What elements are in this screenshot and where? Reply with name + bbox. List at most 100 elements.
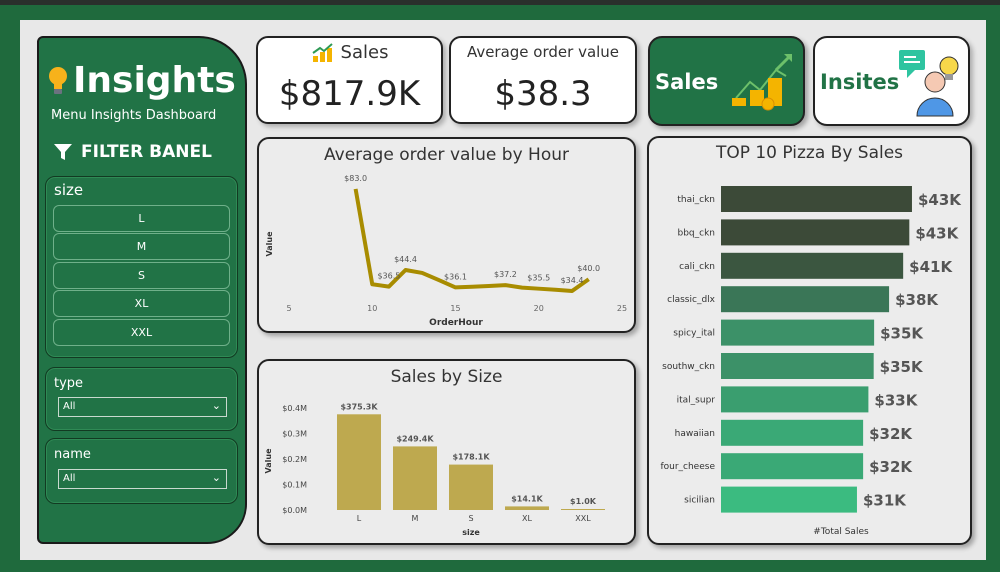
size-filter: size L M S XL XXL bbox=[45, 176, 238, 358]
y-tick-label: $0.1M bbox=[282, 481, 307, 490]
category-label: thai_ckn bbox=[677, 195, 715, 205]
type-filter: type All ⌄ bbox=[45, 367, 238, 431]
x-tick-label: 5 bbox=[286, 304, 291, 313]
data-label: $35K bbox=[880, 325, 924, 343]
size-option-m[interactable]: M bbox=[53, 233, 230, 260]
sales-kpi-label: Sales bbox=[340, 42, 389, 63]
size-option-l[interactable]: L bbox=[53, 205, 230, 232]
aov-kpi-value: $38.3 bbox=[494, 74, 592, 114]
category-label: bbq_ckn bbox=[677, 228, 715, 238]
lightbulb-icon bbox=[49, 66, 67, 94]
x-tick-label: 20 bbox=[534, 304, 544, 313]
bar-s bbox=[449, 464, 493, 510]
insites-page-button-label: Insites bbox=[820, 70, 900, 94]
aov-kpi-label: Average order value bbox=[466, 43, 620, 61]
name-dropdown-value: All bbox=[63, 473, 76, 484]
sales-kpi-value: $817.9K bbox=[278, 74, 421, 114]
bar-spicy_ital bbox=[721, 319, 875, 346]
data-label: $41K bbox=[909, 258, 953, 276]
name-dropdown[interactable]: All ⌄ bbox=[58, 469, 227, 489]
data-label: $83.0 bbox=[344, 174, 367, 183]
data-label: $249.4K bbox=[396, 434, 434, 443]
aov-by-hour-chart: Average order value by Hour Value OrderH… bbox=[257, 137, 636, 333]
aov-by-hour-title: Average order value by Hour bbox=[324, 145, 569, 165]
aov-kpi-card: Average order value $38.3 bbox=[449, 36, 637, 124]
x-axis-label: OrderHour bbox=[429, 318, 483, 328]
sales-page-button[interactable]: Sales bbox=[648, 36, 805, 126]
category-label: spicy_ital bbox=[673, 329, 715, 339]
x-tick-label: L bbox=[357, 514, 362, 523]
bar-sicilian bbox=[721, 486, 857, 513]
name-filter: name All ⌄ bbox=[45, 438, 238, 504]
data-label: $36.1 bbox=[444, 272, 467, 281]
top10-plot: #Total Sales thai_ckn $43K bbq_ckn $43K cali… bbox=[660, 186, 962, 537]
app-title: Insights bbox=[73, 60, 236, 101]
data-label: $1.0K bbox=[570, 497, 597, 506]
category-label: cali_ckn bbox=[679, 262, 715, 272]
y-axis-label: Value bbox=[264, 448, 273, 474]
x-tick-label: M bbox=[412, 514, 419, 523]
bar-xxl bbox=[561, 509, 605, 510]
app-logo: Insights bbox=[47, 60, 236, 101]
x-tick-label: 10 bbox=[367, 304, 377, 313]
top10-pizza-chart: TOP 10 Pizza By Sales #Total Sales thai_… bbox=[647, 136, 972, 545]
data-label: $43K bbox=[915, 224, 959, 242]
y-tick-label: $0.2M bbox=[282, 455, 307, 464]
bar-xl bbox=[505, 506, 549, 510]
type-filter-label: type bbox=[54, 376, 84, 391]
data-label: $375.3K bbox=[340, 402, 378, 411]
data-label: $37.2 bbox=[494, 270, 517, 279]
size-option-xl[interactable]: XL bbox=[53, 290, 230, 317]
bar-classic_dlx bbox=[721, 286, 890, 313]
sales-by-size-chart: Sales by Size Value size $0.0M $0.1M $0.2M… bbox=[257, 359, 636, 545]
size-option-xxl[interactable]: XXL bbox=[53, 319, 230, 346]
aov-by-hour-plot: Value OrderHour 5 10 15 20 25 $83.0 $36.5 $44.4… bbox=[265, 174, 627, 328]
window-top-bar bbox=[0, 0, 1000, 5]
data-label: $31K bbox=[863, 492, 907, 510]
sidebar: Insights Menu Insights Dashboard FILTER … bbox=[37, 36, 247, 544]
x-tick-label: XL bbox=[522, 514, 532, 523]
filter-panel-title: FILTER BANEL bbox=[81, 142, 212, 162]
data-label: $44.4 bbox=[394, 255, 417, 264]
category-label: four_cheese bbox=[660, 462, 715, 472]
x-axis-label: #Total Sales bbox=[813, 527, 869, 537]
top10-title: TOP 10 Pizza By Sales bbox=[715, 143, 904, 163]
data-label: $35.5 bbox=[527, 274, 550, 283]
size-option-s[interactable]: S bbox=[53, 262, 230, 289]
coins-growth-icon bbox=[732, 54, 792, 111]
data-label: $14.1K bbox=[511, 494, 543, 503]
person-idea-icon bbox=[899, 50, 959, 117]
size-filter-label: size bbox=[54, 181, 84, 199]
sales-page-button-label: Sales bbox=[655, 70, 719, 94]
chevron-down-icon: ⌄ bbox=[211, 399, 221, 412]
x-tick-label: 25 bbox=[617, 304, 627, 313]
category-label: hawaiian bbox=[675, 429, 715, 439]
type-dropdown[interactable]: All ⌄ bbox=[58, 397, 227, 417]
category-label: ital_supr bbox=[677, 395, 716, 405]
name-filter-label: name bbox=[54, 447, 91, 462]
category-label: sicilian bbox=[684, 496, 715, 506]
data-label: $34.4 bbox=[561, 276, 584, 285]
sales-by-size-title: Sales by Size bbox=[390, 367, 503, 387]
y-tick-label: $0.3M bbox=[282, 430, 307, 439]
data-label: $43K bbox=[918, 191, 962, 209]
data-label: $36.5 bbox=[377, 272, 400, 281]
category-label: classic_dlx bbox=[667, 295, 716, 305]
x-tick-label: S bbox=[468, 514, 473, 523]
bar-southw_ckn bbox=[721, 353, 874, 379]
insites-page-button[interactable]: Insites bbox=[813, 36, 970, 126]
bar-bbq_ckn bbox=[721, 219, 910, 246]
bar-l bbox=[337, 414, 381, 510]
data-label: $35K bbox=[880, 358, 924, 376]
bar-four_cheese bbox=[721, 453, 864, 480]
bar-m bbox=[393, 446, 437, 510]
data-label: $178.1K bbox=[452, 453, 490, 462]
bar-ital_supr bbox=[721, 386, 869, 413]
filter-panel-heading: FILTER BANEL bbox=[53, 142, 212, 162]
bar-cali_ckn bbox=[721, 252, 904, 279]
bar-thai_ckn bbox=[721, 186, 912, 212]
x-axis-label: size bbox=[462, 528, 480, 537]
chevron-down-icon: ⌄ bbox=[211, 471, 221, 484]
data-label: $32K bbox=[869, 425, 913, 443]
data-label: $40.0 bbox=[577, 264, 600, 273]
